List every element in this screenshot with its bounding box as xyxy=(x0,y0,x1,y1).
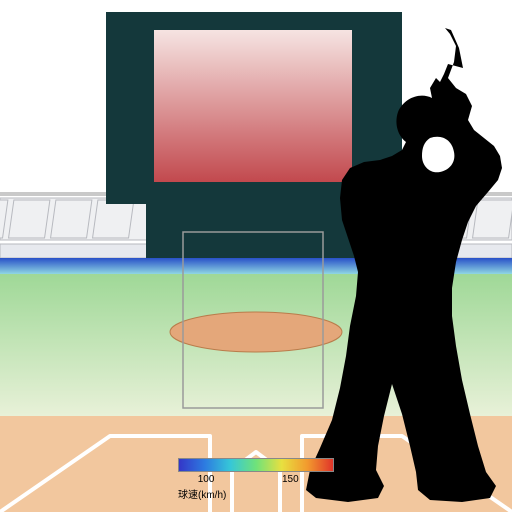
colorbar-tick-150: 150 xyxy=(282,474,299,485)
colorbar-label: 球速(km/h) xyxy=(178,486,334,501)
speed-colorbar: 100 150 球速(km/h) xyxy=(178,458,334,502)
colorbar-gradient xyxy=(178,458,334,472)
scene-svg xyxy=(0,0,512,512)
colorbar-tick-100: 100 xyxy=(198,474,215,485)
stadium-scene: 100 150 球速(km/h) xyxy=(0,0,512,512)
